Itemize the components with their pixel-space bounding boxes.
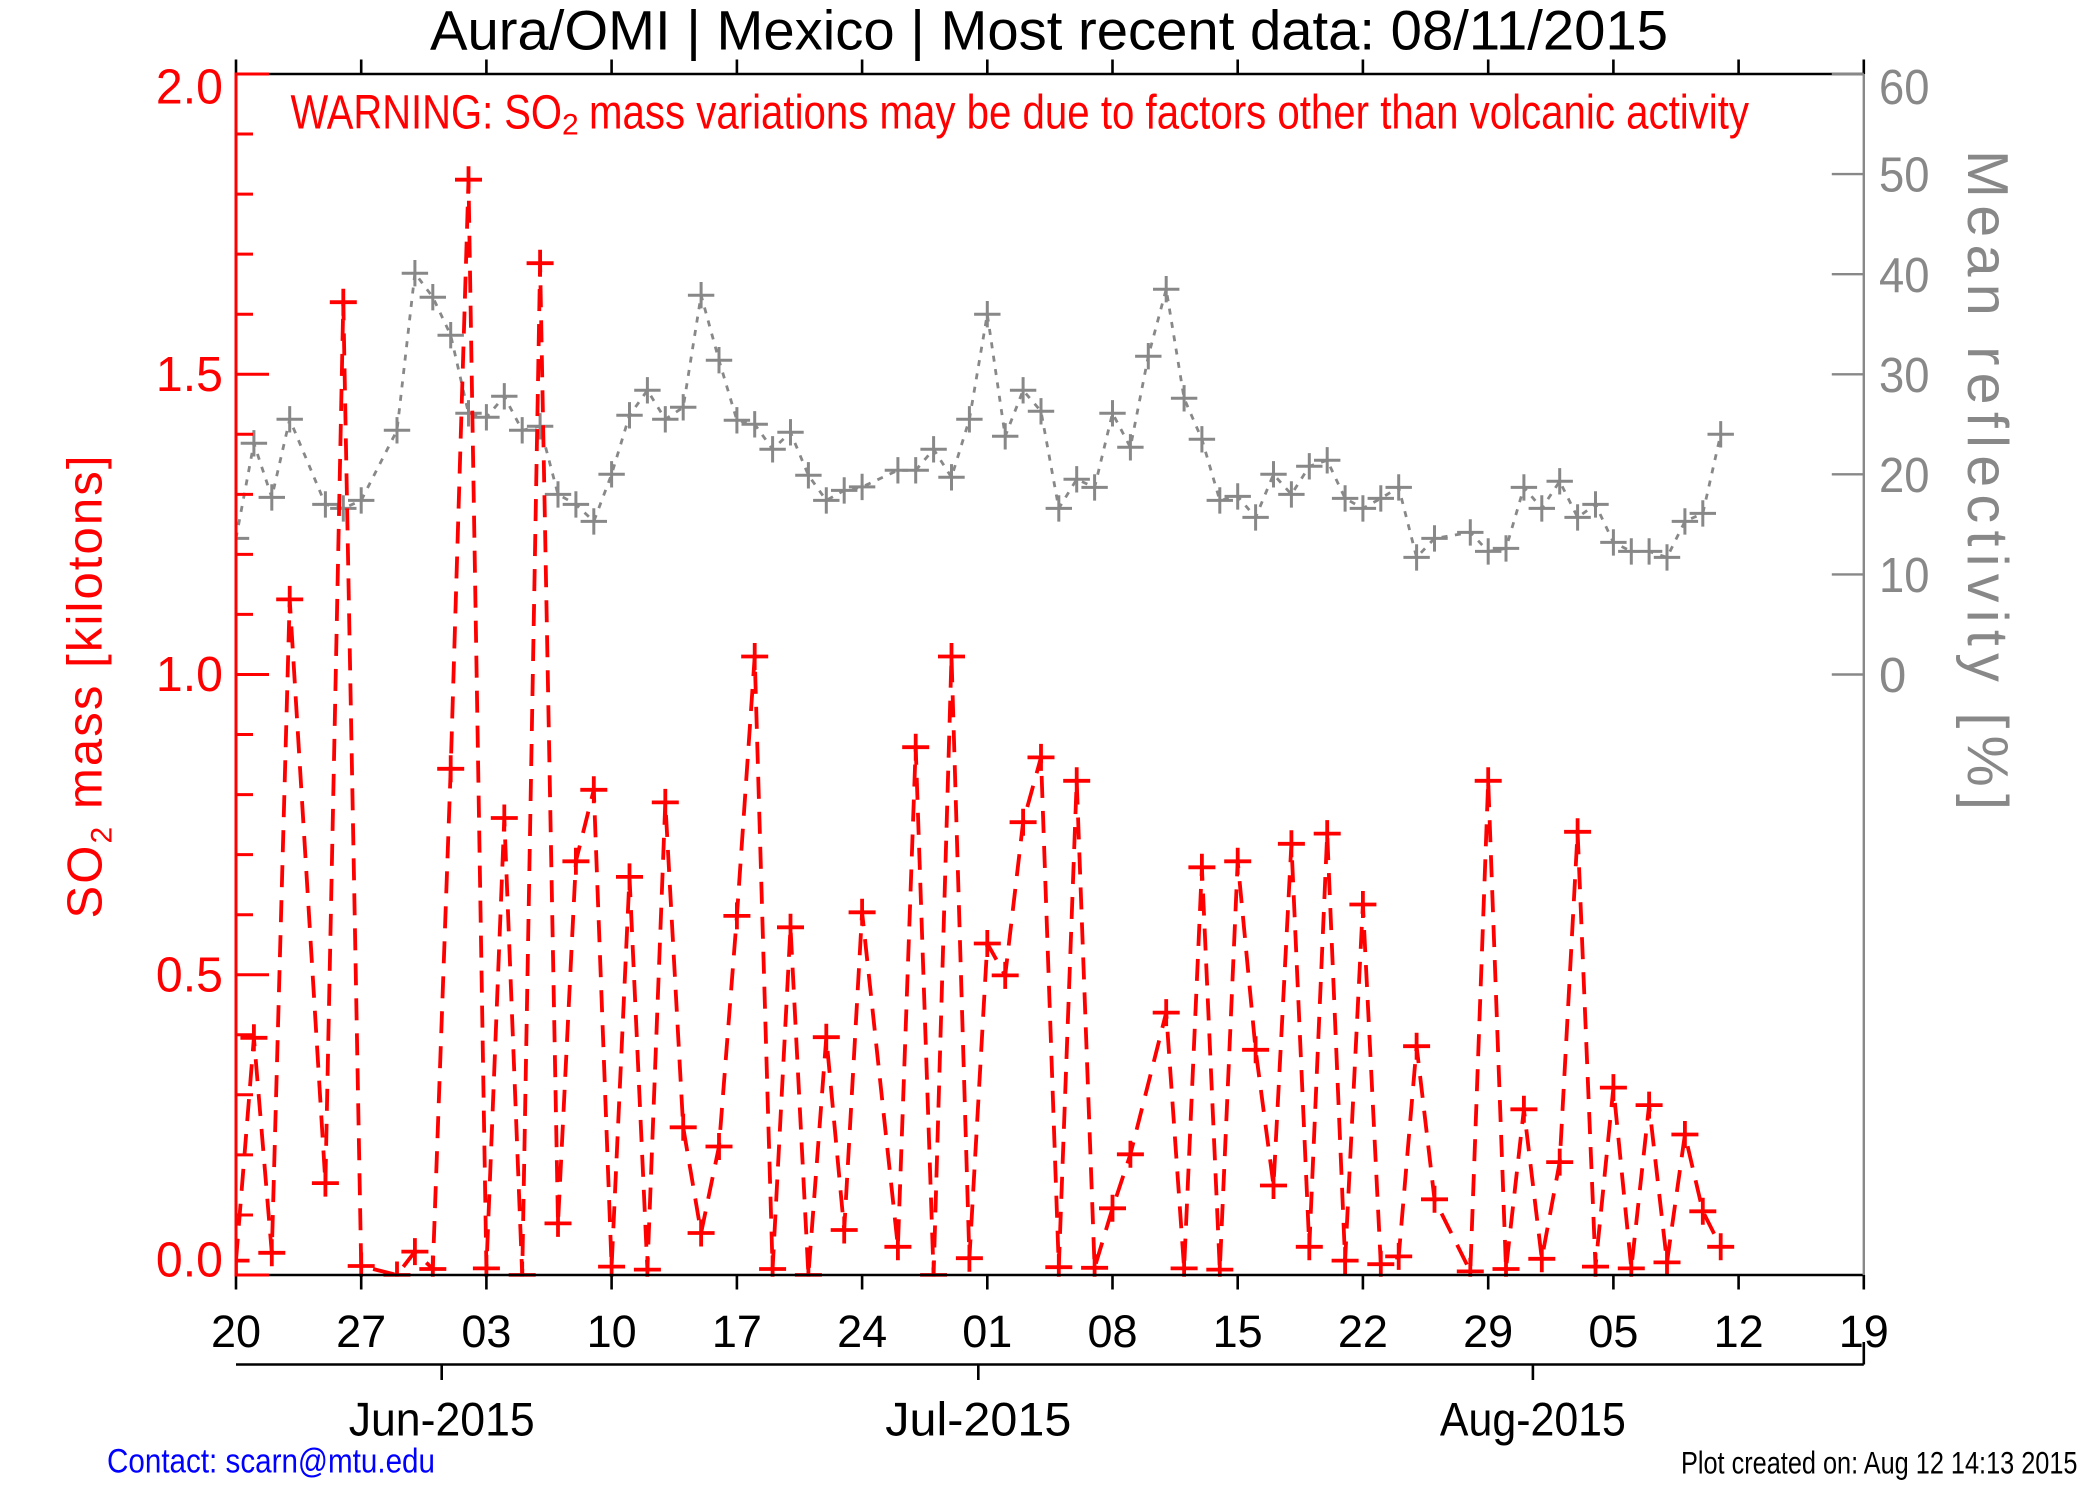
svg-text:1.0: 1.0 xyxy=(156,648,223,702)
svg-text:08: 08 xyxy=(1087,1306,1137,1357)
svg-text:Contact: scarn@mtu.edu: Contact: scarn@mtu.edu xyxy=(107,1443,435,1481)
svg-text:20: 20 xyxy=(1879,449,1930,503)
svg-text:SO2 mass [kilotons]: SO2 mass [kilotons] xyxy=(59,453,119,918)
svg-text:19: 19 xyxy=(1839,1306,1889,1357)
svg-text:0.5: 0.5 xyxy=(156,949,223,1003)
svg-text:Jul-2015: Jul-2015 xyxy=(885,1392,1071,1445)
svg-text:29: 29 xyxy=(1463,1306,1513,1357)
svg-text:Plot created on: Aug 12 14:13: Plot created on: Aug 12 14:13 2015 xyxy=(1681,1446,2078,1481)
svg-text:Mean reflectivity [%]: Mean reflectivity [%] xyxy=(1955,150,2019,810)
svg-text:20: 20 xyxy=(211,1306,261,1357)
svg-text:15: 15 xyxy=(1213,1306,1263,1357)
svg-text:03: 03 xyxy=(461,1306,511,1357)
svg-text:22: 22 xyxy=(1338,1306,1388,1357)
svg-text:Aura/OMI | Mexico | Most recen: Aura/OMI | Mexico | Most recent data: 08… xyxy=(430,0,1668,62)
svg-text:0: 0 xyxy=(1879,649,1906,703)
svg-text:mass variations may be due to: mass variations may be due to factors ot… xyxy=(589,87,1749,140)
svg-text:WARNING: SO: WARNING: SO xyxy=(291,87,563,140)
svg-text:Jun-2015: Jun-2015 xyxy=(349,1392,535,1445)
svg-text:12: 12 xyxy=(1714,1306,1764,1357)
svg-text:2.0: 2.0 xyxy=(156,60,223,114)
svg-text:27: 27 xyxy=(336,1306,386,1357)
svg-text:10: 10 xyxy=(1879,549,1930,603)
svg-text:60: 60 xyxy=(1879,61,1930,115)
svg-text:10: 10 xyxy=(587,1306,637,1357)
svg-text:2: 2 xyxy=(562,109,579,142)
svg-text:05: 05 xyxy=(1588,1306,1638,1357)
svg-text:17: 17 xyxy=(712,1306,762,1357)
svg-text:40: 40 xyxy=(1879,249,1930,303)
svg-text:Aug-2015: Aug-2015 xyxy=(1440,1392,1626,1445)
svg-text:50: 50 xyxy=(1879,149,1930,203)
svg-text:1.5: 1.5 xyxy=(156,348,223,402)
svg-text:24: 24 xyxy=(837,1306,887,1357)
svg-text:0.0: 0.0 xyxy=(156,1233,223,1287)
svg-text:30: 30 xyxy=(1879,349,1930,403)
svg-text:01: 01 xyxy=(962,1306,1012,1357)
